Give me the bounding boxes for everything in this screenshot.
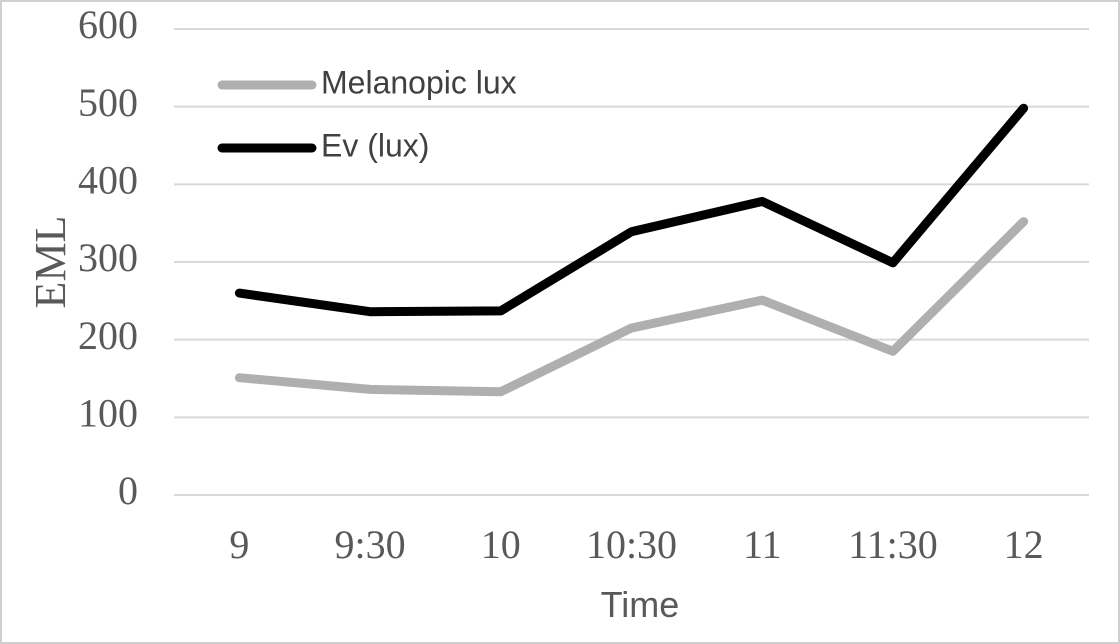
y-tick-label-100: 100 [78,391,138,436]
legend-label-0: Melanopic lux [321,64,517,100]
y-tick-label-500: 500 [78,80,138,125]
y-axis-title: EML [26,216,75,309]
y-tick-label-300: 300 [78,235,138,280]
legend: Melanopic lux Ev (lux) [217,64,517,163]
series-line-0 [234,217,1029,397]
y-tick-label-400: 400 [78,158,138,203]
x-tick-label-3: 10:30 [586,522,677,567]
x-tick-label-6: 12 [1004,522,1044,567]
series-line-1 [234,103,1029,317]
x-tick-label-5: 11:30 [848,522,938,567]
x-axis-title: Time [601,584,680,625]
x-tick-label-1: 9:30 [335,522,406,567]
series-layer [234,103,1029,397]
y-tick-label-0: 0 [118,468,138,513]
x-tick-label-0: 9 [229,522,249,567]
y-tick-label-600: 600 [78,2,138,47]
grid-layer [174,28,1089,496]
x-tick-label-2: 10 [481,522,521,567]
y-tick-label-200: 200 [78,313,138,358]
legend-label-1: Ev (lux) [321,127,429,163]
x-axis-ticks: 9 9:30 10 10:30 11 11:30 12 [229,522,1043,567]
y-axis-ticks: 0 100 200 300 400 500 600 [78,2,138,513]
x-tick-label-4: 11 [743,522,782,567]
